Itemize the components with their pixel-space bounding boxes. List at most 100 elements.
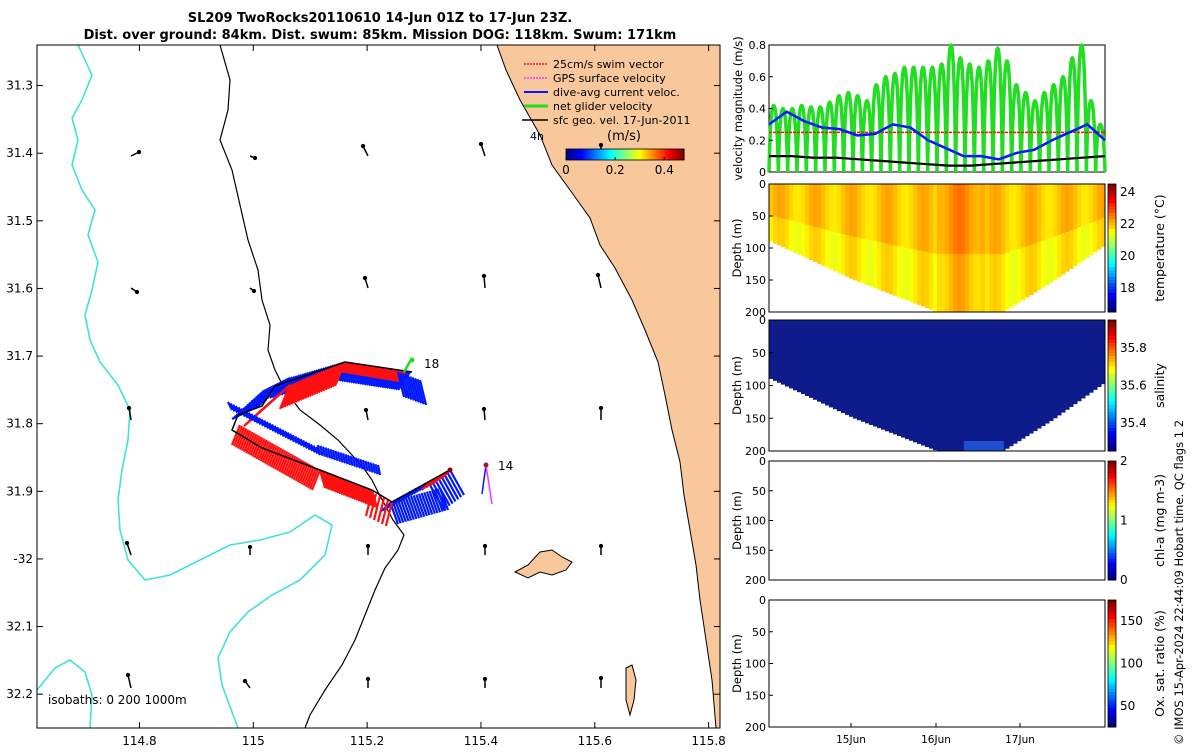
section-colorbar-tick-label: 50: [1120, 699, 1135, 713]
track-vector: [316, 444, 322, 456]
track-vector: [364, 460, 369, 472]
track-vector: [318, 469, 327, 489]
temp-cell: [1017, 184, 1022, 250]
salinity-cell: [1069, 320, 1074, 407]
temp-cell: [801, 223, 806, 257]
section-colorbar-cell: [1108, 196, 1116, 201]
track-vector: [353, 483, 361, 502]
temp-cell: [1041, 184, 1046, 241]
section-colorbar-cell: [1108, 660, 1116, 664]
temp-cell: [1101, 184, 1106, 219]
track-vector: [342, 478, 350, 498]
section-colorbar-cell: [1108, 257, 1116, 262]
temp-cell: [1093, 184, 1098, 222]
track-vector: [329, 473, 337, 493]
track-vector: [354, 457, 359, 468]
section-colorbar-cell: [1108, 299, 1116, 303]
isobath-1000m-west: [37, 659, 93, 728]
track-vector: [387, 369, 396, 381]
track-vector: [282, 453, 293, 475]
colorbar-cell: [585, 149, 589, 160]
section-colorbar-cell: [1108, 414, 1116, 419]
salinity-cell: [957, 320, 962, 451]
section-colorbar-cell: [1108, 463, 1116, 468]
map-xtick-label: 114.8: [122, 734, 156, 748]
section-colorbar-cell: [1108, 283, 1116, 287]
temp-cell: [1081, 184, 1086, 227]
track-map: 18 14 isobaths: 0 200 1000m 114.8 115 115.…: [6, 44, 726, 748]
temp-cell: [993, 254, 998, 312]
section-colorbar-tick-label: 24: [1120, 185, 1135, 199]
temp-cell: [829, 230, 834, 270]
colorbar-cell: [672, 149, 675, 160]
track-vector: [411, 377, 420, 403]
temp-cell: [805, 224, 810, 259]
temp-cell: [1049, 184, 1054, 239]
section-colorbar-cell: [1108, 212, 1116, 217]
track-vector: [338, 477, 346, 496]
salinity-cell: [1021, 320, 1026, 439]
track-vector: [304, 374, 317, 399]
section-colorbar-cell: [1108, 329, 1116, 334]
section-colorbar-cell: [1108, 679, 1116, 684]
temp-cell: [1069, 184, 1074, 231]
temp-cell: [1005, 184, 1010, 254]
section-colorbar-cell: [1108, 305, 1116, 310]
section-colorbar-cell: [1108, 541, 1116, 545]
section-colorbar-cell: [1108, 514, 1116, 519]
salinity-cell: [865, 320, 870, 424]
section-colorbar-cell: [1108, 323, 1116, 328]
salinity-cell: [1077, 320, 1082, 402]
salinity-cell: [869, 320, 874, 425]
temp-cell: [893, 184, 898, 246]
blue-arrow-14: [481, 464, 487, 495]
track-vector: [409, 376, 418, 402]
section-ytick-label: 0: [759, 178, 766, 191]
section-colorbar-cell: [1108, 538, 1116, 542]
track-vector: [300, 463, 311, 485]
track-vector: [315, 369, 328, 395]
temp-cell: [1097, 220, 1102, 250]
colorbar-cell: [619, 149, 622, 160]
temp-cell: [777, 217, 782, 246]
section-colorbar-frame: [1107, 460, 1117, 581]
section-colorbar: 150 100 50 Ox. sat. ratio (%): [1107, 599, 1167, 728]
salinity-cell: [813, 320, 818, 400]
track-vector: [354, 364, 363, 376]
salinity-cell: [1089, 320, 1094, 393]
track-vector: [364, 491, 374, 517]
temp-cell: [769, 184, 774, 216]
track-vector: [298, 462, 309, 484]
velocity-panel: 0 0.2 0.4 0.6 0.8 velocity magnitude (m/s): [731, 36, 1107, 181]
section-colorbar-cell: [1108, 496, 1116, 501]
colorbar-cell: [566, 149, 569, 160]
track-vector: [301, 374, 314, 400]
salinity-cell: [937, 320, 942, 451]
temp-cell: [869, 240, 874, 287]
vel-ytick-label: 0.6: [749, 71, 767, 84]
salinity-cell: [817, 320, 822, 402]
track-vector: [313, 370, 326, 396]
track-vector: [278, 427, 285, 437]
section-colorbar-cell: [1108, 296, 1116, 300]
salinity-cell: [789, 320, 794, 389]
track-vector: [306, 373, 319, 398]
track-vector: [286, 431, 293, 441]
section-colorbar-cell: [1108, 603, 1116, 607]
section-colorbar-cell: [1108, 232, 1116, 236]
section-colorbar-cell: [1108, 466, 1116, 471]
colorbar-cell: [644, 149, 648, 160]
section-colorbar-cell: [1108, 421, 1116, 426]
colorbar-cell: [654, 149, 658, 160]
temp-cell: [881, 184, 886, 243]
track-vector: [336, 451, 342, 462]
section-colorbar-cell: [1108, 434, 1116, 439]
section-colorbar-cell: [1108, 447, 1116, 452]
temp-cell: [909, 248, 914, 302]
salinity-cell: [1037, 320, 1042, 429]
section-colorbar-cell: [1108, 461, 1116, 465]
temp-cell: [873, 184, 878, 242]
section-colorbar-cell: [1108, 606, 1116, 611]
track-vector: [265, 421, 272, 431]
track-vector: [284, 454, 295, 476]
